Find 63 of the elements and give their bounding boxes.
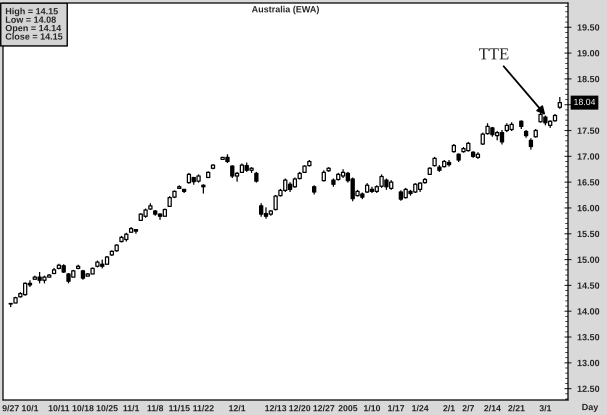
y-tick-label: 15.00 — [578, 256, 600, 263]
candlestick — [254, 171, 259, 184]
annotation: TTE — [479, 48, 508, 60]
candlestick — [148, 202, 153, 211]
x-tick-label: 12/13 — [265, 404, 286, 412]
candlestick — [452, 143, 456, 154]
x-tick-label: 12/20 — [289, 404, 310, 412]
candlestick — [524, 129, 528, 138]
candlestick — [528, 138, 534, 150]
candlestick — [519, 120, 524, 130]
y-tick-label: 14.00 — [578, 308, 600, 315]
y-tick-label: 14.50 — [578, 282, 600, 289]
candlestick — [312, 184, 316, 196]
candlestick — [326, 166, 331, 172]
x-axis-title: Day — [582, 404, 598, 412]
x-tick-label: 2/21 — [508, 404, 525, 412]
chart-title: Australia (EWA) — [252, 6, 319, 14]
candlestick — [52, 267, 56, 275]
y-tick-label: 19.50 — [578, 24, 600, 31]
y-tick-label: 19.00 — [578, 50, 600, 56]
x-tick-label: 2/7 — [462, 404, 474, 412]
x-tick-label: 10/1 — [22, 404, 38, 412]
y-tick-label: 16.00 — [578, 204, 600, 212]
candlestick — [201, 184, 206, 194]
candlestick — [558, 96, 562, 110]
annotation: Low = 14.08 — [6, 16, 56, 23]
candlestick — [428, 166, 432, 176]
x-tick-label: 1/10 — [364, 404, 380, 412]
y-tick-label: 16.50 — [578, 179, 600, 186]
candlestick — [322, 170, 326, 182]
annotation: Open = 14.14 — [6, 24, 62, 34]
x-tick-label: 12/27 — [313, 404, 334, 412]
x-tick-label: 3/1 — [539, 404, 552, 412]
x-tick-label: 11/22 — [193, 404, 214, 412]
candlestick — [432, 156, 437, 168]
annotation: High = 14.15 — [6, 8, 58, 16]
x-tick-label: 12/1 — [229, 404, 246, 412]
x-tick-label: 10/25 — [96, 404, 118, 412]
x-tick-label: 11/1 — [123, 404, 140, 412]
x-tick-label: 2/14 — [484, 404, 501, 412]
x-tick-label: 2/1 — [443, 404, 455, 412]
x-tick-label: 11/8 — [147, 404, 164, 412]
candlestick — [76, 264, 80, 270]
x-tick-label: 2005 — [338, 405, 358, 412]
y-tick-label: 17.50 — [578, 127, 600, 134]
y-tick-label: 13.50 — [578, 334, 600, 340]
x-tick-label: 10/11 — [48, 404, 70, 412]
y-tick-label: 17.00 — [578, 153, 600, 160]
candlestick — [206, 170, 210, 179]
x-tick-label: 11/15 — [169, 404, 190, 412]
y-tick-label: 12.50 — [578, 386, 600, 392]
candlestick — [456, 152, 461, 163]
x-tick-label: 9/27 — [2, 404, 19, 412]
y-tick-label: 18.50 — [578, 76, 600, 82]
text: 18.04 — [574, 98, 596, 105]
annotation: Close = 14.15 — [6, 33, 62, 40]
x-tick-label: 1/17 — [388, 404, 404, 412]
x-tick-label: 10/18 — [72, 404, 94, 412]
y-tick-label: 15.50 — [578, 230, 600, 238]
y-tick-label: 13.00 — [578, 360, 600, 366]
x-tick-label: 1/24 — [412, 404, 429, 412]
candlestick — [210, 163, 216, 170]
candlestick — [534, 128, 538, 138]
